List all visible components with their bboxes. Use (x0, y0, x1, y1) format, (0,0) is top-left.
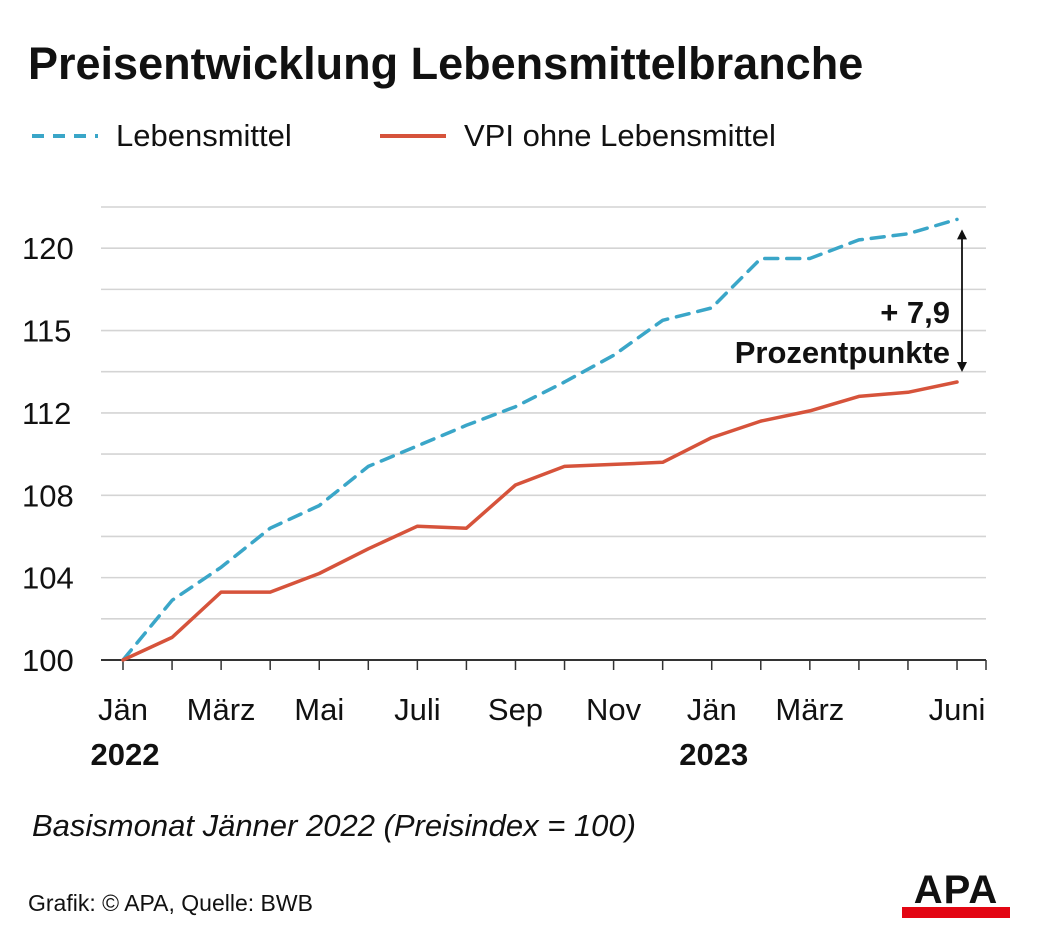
series-line-vpi (121, 380, 959, 662)
y-tick-label: 104 (22, 561, 74, 596)
x-tick-label: Juli (394, 692, 441, 727)
annotation-label: Prozentpunkte (735, 335, 950, 370)
apa-logo: APA (902, 868, 1010, 918)
x-tick-label: Jän (687, 692, 737, 727)
x-tick-label: Mai (294, 692, 344, 727)
series-line-lebensmittel (121, 217, 959, 662)
legend-swatch-solid (380, 134, 446, 138)
chart-title: Preisentwicklung Lebensmittelbranche (28, 38, 864, 89)
logo-bar (902, 907, 1010, 918)
y-tick-label: 115 (22, 314, 71, 349)
y-tick-label: 112 (22, 396, 71, 431)
x-tick-label: März (775, 692, 844, 727)
annotation-value: + 7,9 (880, 295, 950, 330)
x-tick-label: Juni (929, 692, 986, 727)
legend-label: Lebensmittel (116, 118, 292, 153)
legend-label: VPI ohne Lebensmittel (464, 118, 776, 153)
x-year-label: 2022 (91, 737, 160, 772)
x-tick-label: Nov (586, 692, 642, 727)
y-tick-label: 100 (22, 643, 74, 678)
annotation-arrowhead-up (957, 229, 967, 240)
x-year-label: 2023 (679, 737, 748, 772)
credit: Grafik: © APA, Quelle: BWB (28, 890, 313, 916)
line-chart: 100 104 108 112 115 120 Jän 2022 März Mai Juli Sep N… (22, 206, 987, 772)
x-tick-label: Sep (488, 692, 543, 727)
x-tick-label: März (187, 692, 256, 727)
logo-text: APA (913, 868, 999, 912)
legend-item-lebensmittel: Lebensmittel (32, 118, 292, 154)
x-tick-label: Jän (98, 692, 148, 727)
footnote: Basismonat Jänner 2022 (Preisindex = 100… (32, 808, 636, 843)
y-tick-label: 120 (22, 231, 74, 266)
legend-item-vpi: VPI ohne Lebensmittel (380, 118, 776, 154)
legend: Lebensmittel VPI ohne Lebensmittel (32, 118, 1012, 164)
y-tick-label: 108 (22, 478, 74, 513)
legend-swatch-dashed (32, 134, 98, 138)
annotation-arrowhead-down (957, 362, 967, 373)
